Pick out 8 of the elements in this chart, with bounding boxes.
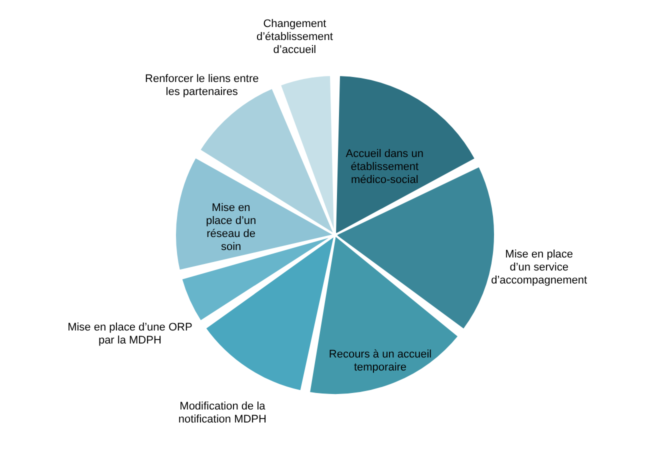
slice-label: Renforcer le liens entre les partenaires <box>144 73 259 98</box>
slice-label: Mise en place d’un réseau de soin <box>206 202 256 254</box>
slice-label: Mise en place d’un service d’accompagnement <box>491 248 588 286</box>
slice-label: Modification de la notification MDPH <box>178 400 267 426</box>
slice-label: Mise en place d’une ORP par la MDPH <box>68 322 192 347</box>
slice-label: Accueil dans un établissement médico-social <box>346 148 424 186</box>
slice-label: Changement d’établissement d’accueil <box>256 18 333 56</box>
slice-label: Recours à un accueil temporaire <box>328 348 432 374</box>
